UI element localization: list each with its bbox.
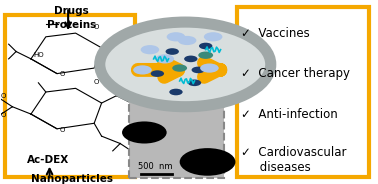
Text: HO: HO bbox=[33, 52, 44, 58]
Circle shape bbox=[155, 54, 174, 63]
Circle shape bbox=[166, 48, 179, 55]
Circle shape bbox=[100, 22, 271, 107]
Circle shape bbox=[172, 64, 187, 72]
Circle shape bbox=[167, 32, 185, 41]
FancyBboxPatch shape bbox=[5, 15, 135, 177]
Text: 500  nm: 500 nm bbox=[138, 162, 173, 171]
Text: O: O bbox=[60, 127, 65, 132]
Text: ✓  Anti-infection: ✓ Anti-infection bbox=[241, 108, 338, 121]
Text: O: O bbox=[93, 79, 99, 85]
Circle shape bbox=[133, 65, 152, 75]
Circle shape bbox=[169, 89, 183, 95]
FancyBboxPatch shape bbox=[130, 98, 224, 178]
Text: O: O bbox=[0, 93, 6, 99]
Text: Proteins: Proteins bbox=[47, 20, 96, 30]
Circle shape bbox=[192, 67, 205, 73]
Text: Nanoparticles: Nanoparticles bbox=[31, 174, 113, 184]
Text: ✓  Vaccines: ✓ Vaccines bbox=[241, 27, 310, 40]
Circle shape bbox=[199, 43, 212, 49]
Text: O: O bbox=[60, 71, 65, 77]
Circle shape bbox=[188, 79, 201, 86]
Text: Ac-DEX: Ac-DEX bbox=[27, 155, 70, 165]
Text: O: O bbox=[0, 112, 6, 118]
Circle shape bbox=[204, 32, 222, 41]
Circle shape bbox=[122, 121, 167, 144]
Text: Drugs: Drugs bbox=[54, 6, 89, 15]
FancyBboxPatch shape bbox=[237, 7, 369, 177]
Circle shape bbox=[178, 36, 197, 45]
Circle shape bbox=[180, 148, 235, 176]
Text: ✓  Cardiovascular
     diseases: ✓ Cardiovascular diseases bbox=[241, 146, 347, 174]
Circle shape bbox=[198, 52, 213, 59]
Text: O: O bbox=[93, 24, 99, 29]
Circle shape bbox=[151, 70, 164, 77]
Text: ✓  Cancer therapy: ✓ Cancer therapy bbox=[241, 67, 350, 80]
Circle shape bbox=[184, 56, 198, 62]
Circle shape bbox=[141, 45, 159, 54]
Circle shape bbox=[200, 63, 219, 73]
